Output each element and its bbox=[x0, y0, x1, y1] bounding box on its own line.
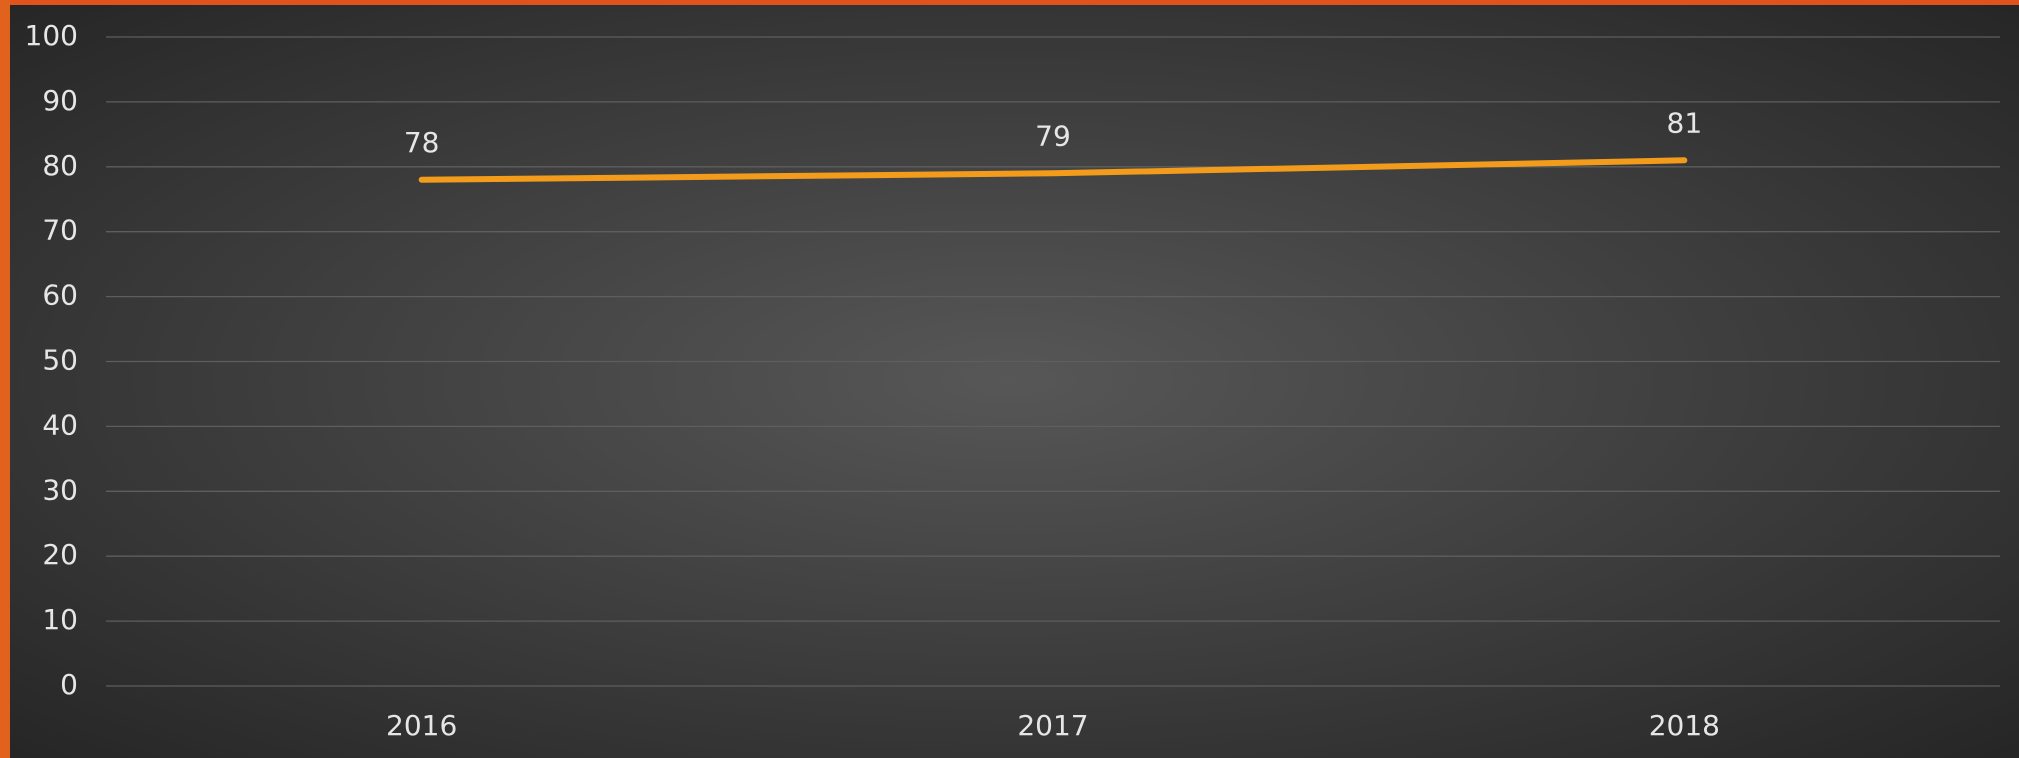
left-border bbox=[0, 0, 10, 758]
y-tick-label: 50 bbox=[42, 344, 78, 377]
y-tick-label: 70 bbox=[42, 214, 78, 247]
y-tick-label: 20 bbox=[42, 538, 78, 571]
data-line bbox=[418, 157, 1688, 183]
y-tick-label: 90 bbox=[42, 84, 78, 117]
x-tick-label: 2017 bbox=[1017, 709, 1088, 742]
data-label: 79 bbox=[1035, 119, 1071, 152]
y-tick-label: 60 bbox=[42, 279, 78, 312]
y-tick-label: 40 bbox=[42, 408, 78, 441]
data-label: 81 bbox=[1667, 106, 1703, 139]
data-label: 78 bbox=[404, 126, 440, 159]
x-tick-label: 2018 bbox=[1649, 709, 1720, 742]
x-tick-label: 2016 bbox=[386, 709, 457, 742]
grid: 0 10 20 30 40 50 60 70 80 90 100 2016 2017 2018 bbox=[25, 19, 2000, 742]
y-tick-label: 80 bbox=[42, 149, 78, 182]
y-tick-label: 10 bbox=[42, 603, 78, 636]
top-border bbox=[0, 0, 2019, 5]
y-tick-label: 100 bbox=[25, 19, 78, 52]
y-tick-label: 30 bbox=[42, 473, 78, 506]
y-tick-label: 0 bbox=[60, 668, 78, 701]
marks: 78 79 81 bbox=[404, 106, 1703, 183]
